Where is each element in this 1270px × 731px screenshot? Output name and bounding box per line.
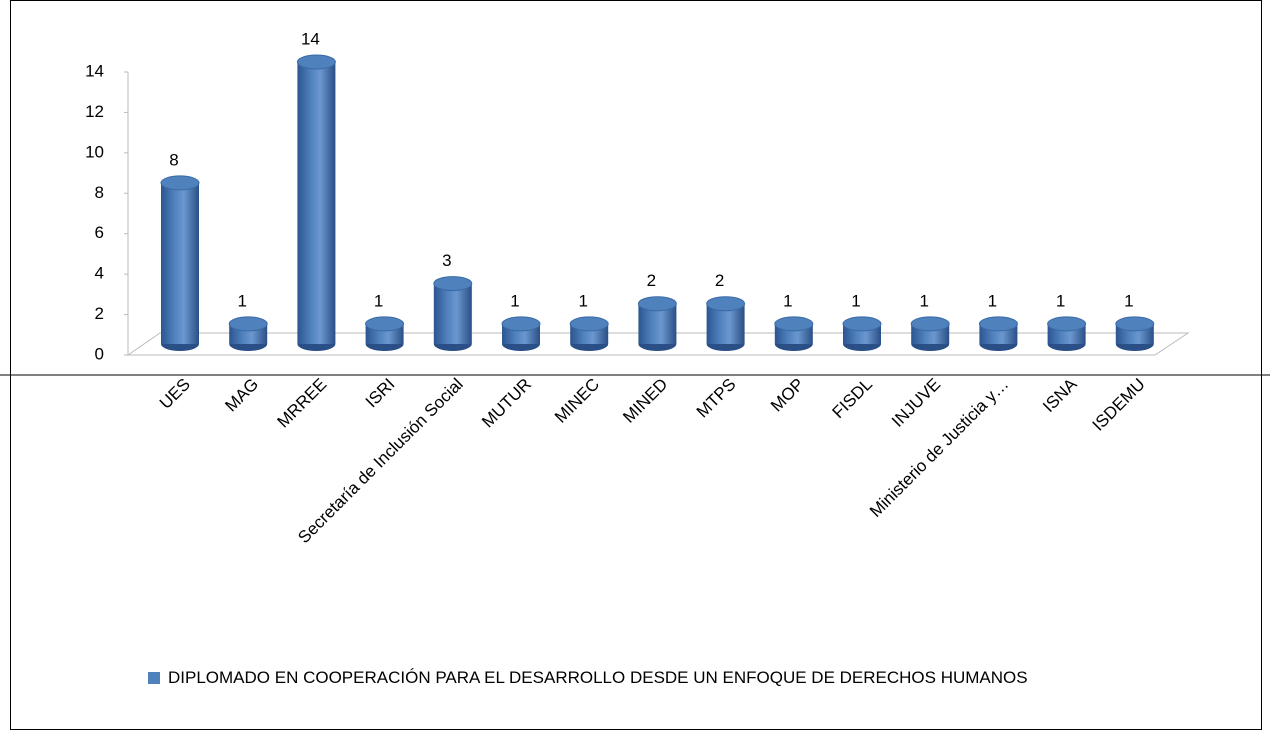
- y-tick-label: 0: [95, 344, 104, 363]
- x-tick-label: Ministerio de Justicia y…: [866, 375, 1012, 521]
- bar-top: [978, 316, 1018, 332]
- data-label: 3: [442, 251, 451, 270]
- bar-top: [706, 296, 746, 312]
- bar-top: [569, 316, 609, 332]
- bar-top: [228, 316, 268, 332]
- y-tick-label: 2: [95, 304, 104, 323]
- bar: [161, 182, 199, 344]
- bar-top: [1047, 316, 1087, 332]
- data-label: 1: [1124, 291, 1133, 310]
- x-tick-label: INJUVE: [888, 375, 944, 431]
- chart-border: [10, 0, 1262, 730]
- bar-top: [365, 316, 405, 332]
- x-tick-label: MINEC: [551, 375, 603, 427]
- bar-top: [910, 316, 950, 332]
- bar-top: [1115, 316, 1155, 332]
- data-label: 1: [919, 291, 928, 310]
- x-tick-label: ISDEMU: [1089, 375, 1149, 435]
- x-tick-label: MOP: [767, 375, 808, 416]
- data-label: 1: [578, 291, 587, 310]
- data-label: 1: [1056, 291, 1065, 310]
- data-label: 1: [374, 291, 383, 310]
- bar-top: [433, 276, 473, 292]
- x-tick-label: MUTUR: [478, 375, 535, 432]
- data-label: 8: [169, 150, 178, 169]
- data-label: 2: [715, 271, 724, 290]
- y-tick-label: 8: [95, 183, 104, 202]
- x-tick-label: ISRI: [362, 375, 399, 412]
- y-tick-label: 4: [95, 264, 104, 283]
- legend-label: DIPLOMADO EN COOPERACIÓN PARA EL DESARRO…: [168, 668, 1028, 687]
- data-label: 14: [301, 29, 320, 48]
- y-tick-label: 14: [85, 61, 104, 80]
- x-tick-label: MRREE: [274, 375, 331, 432]
- bar-top: [637, 296, 677, 312]
- data-label: 1: [510, 291, 519, 310]
- bar-top: [160, 175, 200, 191]
- data-label: 1: [851, 291, 860, 310]
- y-tick-label: 12: [85, 102, 104, 121]
- y-tick-label: 10: [85, 142, 104, 161]
- bar-top: [296, 54, 336, 70]
- x-tick-label: MINED: [619, 375, 671, 427]
- data-label: 1: [237, 291, 246, 310]
- x-tick-label: ISNA: [1039, 374, 1081, 416]
- floor: [126, 332, 1190, 356]
- bar-top: [774, 316, 814, 332]
- x-tick-label: UES: [156, 375, 194, 413]
- data-label: 1: [783, 291, 792, 310]
- data-label: 2: [647, 271, 656, 290]
- x-tick-label: MTPS: [693, 375, 740, 422]
- bar: [433, 283, 472, 344]
- x-tick-label: MAG: [221, 375, 262, 416]
- bar-top: [842, 316, 882, 332]
- y-tick-label: 6: [95, 223, 104, 242]
- bar-top: [501, 316, 541, 332]
- legend: DIPLOMADO EN COOPERACIÓN PARA EL DESARRO…: [148, 668, 1028, 687]
- data-label: 1: [988, 291, 997, 310]
- x-tick-label: FISDL: [828, 375, 876, 423]
- bar: [297, 62, 336, 344]
- legend-swatch: [148, 672, 160, 684]
